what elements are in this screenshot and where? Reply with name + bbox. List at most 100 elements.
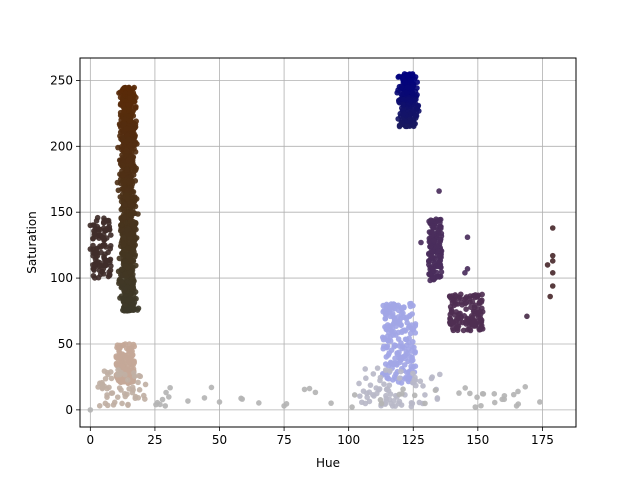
data-point <box>124 195 131 202</box>
data-point <box>121 214 127 221</box>
data-point <box>117 180 124 187</box>
data-point <box>105 249 111 256</box>
data-point <box>90 272 97 279</box>
data-point <box>402 336 409 343</box>
data-point <box>450 320 457 327</box>
data-point <box>94 258 101 265</box>
data-point <box>398 83 405 90</box>
data-point <box>414 91 420 98</box>
data-point <box>351 392 358 398</box>
x-tick-label: 125 <box>402 433 425 447</box>
data-point <box>477 309 483 315</box>
data-point <box>400 101 407 108</box>
data-point <box>124 187 131 193</box>
data-point <box>549 225 556 231</box>
data-point <box>409 72 416 78</box>
data-point <box>91 230 98 236</box>
data-point <box>413 112 419 119</box>
data-point <box>478 319 485 325</box>
y-tick-label: 150 <box>50 205 73 219</box>
data-point <box>111 399 118 406</box>
data-point <box>462 270 468 276</box>
data-point <box>389 328 395 335</box>
ticks-layer: 0 25 50 75 100 125 150 175 0 50 100 150 200 250 <box>50 73 554 447</box>
data-point <box>400 96 407 103</box>
data-point <box>166 394 172 400</box>
data-point <box>99 379 105 386</box>
data-point <box>435 217 442 224</box>
data-point <box>126 348 132 354</box>
data-point <box>125 253 131 260</box>
data-point <box>380 336 387 343</box>
data-point <box>121 201 128 208</box>
data-point <box>121 307 127 314</box>
data-point <box>132 197 138 203</box>
data-point <box>124 227 130 234</box>
data-point <box>118 206 125 213</box>
data-point <box>126 178 132 185</box>
data-point <box>408 322 415 328</box>
data-point <box>400 386 406 393</box>
data-point <box>472 302 478 309</box>
data-point <box>391 343 397 350</box>
data-point <box>122 371 128 378</box>
data-point <box>456 390 462 396</box>
data-point <box>475 292 482 299</box>
data-point <box>115 345 122 352</box>
data-point <box>407 312 413 319</box>
data-point <box>429 374 435 380</box>
data-point <box>410 370 416 377</box>
data-point <box>382 367 389 373</box>
data-point <box>153 401 159 408</box>
data-point <box>434 395 441 401</box>
data-point <box>407 330 414 337</box>
data-point <box>404 72 411 79</box>
data-point <box>256 400 262 406</box>
data-point <box>464 316 470 323</box>
data-point <box>128 161 134 168</box>
data-point <box>125 264 131 271</box>
data-point <box>90 266 97 272</box>
data-point <box>363 375 369 382</box>
data-point <box>159 396 166 403</box>
data-point <box>549 270 556 276</box>
data-point <box>432 387 439 394</box>
data-point <box>131 92 137 99</box>
data-point <box>377 377 383 384</box>
data-point <box>122 258 129 264</box>
data-point <box>398 368 404 375</box>
data-point <box>396 123 403 130</box>
data-point <box>120 234 127 241</box>
data-point <box>208 384 215 391</box>
data-point <box>456 295 462 302</box>
data-point <box>401 304 407 311</box>
data-point <box>118 222 124 228</box>
data-point <box>107 267 114 274</box>
data-point <box>130 202 136 209</box>
data-point <box>133 118 139 125</box>
data-point <box>402 79 408 86</box>
data-point <box>101 219 107 225</box>
data-point <box>454 325 461 332</box>
data-point <box>119 186 125 192</box>
data-point <box>128 212 134 218</box>
data-point <box>404 89 410 96</box>
x-tick-label: 175 <box>531 433 554 447</box>
data-point <box>128 153 135 160</box>
data-point <box>544 262 551 268</box>
data-point <box>118 144 125 150</box>
data-point <box>466 326 473 332</box>
data-point <box>135 379 141 386</box>
data-point <box>537 399 543 405</box>
data-point <box>437 273 444 280</box>
data-point <box>491 399 498 406</box>
data-point <box>383 326 390 332</box>
data-point <box>94 214 101 221</box>
data-point <box>126 136 132 143</box>
data-point <box>383 395 390 402</box>
data-point <box>404 84 411 91</box>
data-point <box>132 167 139 173</box>
data-point <box>370 371 377 377</box>
